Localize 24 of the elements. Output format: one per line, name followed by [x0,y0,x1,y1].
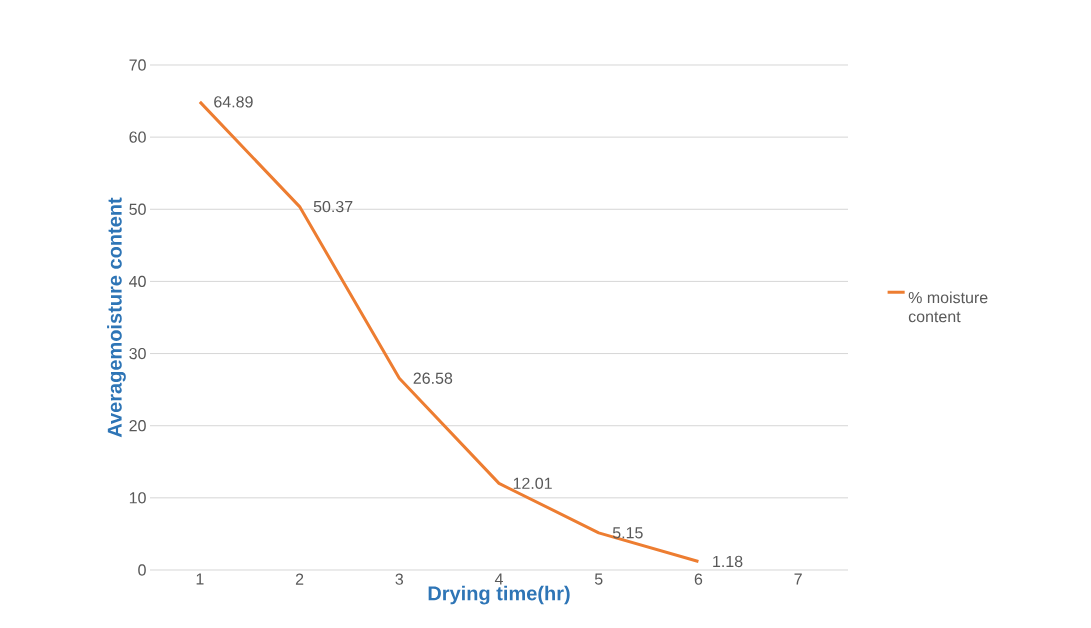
y-tick-label: 60 [129,131,146,143]
y-tick-label: 30 [129,347,146,360]
x-tick-label: 4 [494,573,503,585]
y-axis-title: Averagemoisture content [107,197,126,438]
data-label: 64.89 [214,96,253,108]
data-label: 50.37 [313,200,353,213]
y-tick-label: 0 [138,564,146,576]
x-axis-title: Drying time(hr) [428,585,570,605]
x-tick-label: 5 [594,573,603,585]
data-label: 1.18 [713,555,743,568]
y-tick-label: 50 [129,203,146,215]
data-label: 12.01 [513,477,552,490]
x-tick-label: 2 [295,573,304,585]
x-tick-label: 7 [794,573,802,585]
y-tick-label: 40 [129,275,146,288]
data-label: 26.58 [413,372,453,384]
y-tick-label: 20 [129,420,146,432]
legend-label: % moisture content [908,291,988,323]
y-tick-label: 10 [129,492,146,504]
data-label: 5.15 [612,527,643,539]
x-tick-label: 1 [196,573,204,585]
x-tick-label: 6 [694,573,703,585]
y-tick-label: 70 [129,59,146,71]
x-tick-label: 3 [395,573,404,585]
